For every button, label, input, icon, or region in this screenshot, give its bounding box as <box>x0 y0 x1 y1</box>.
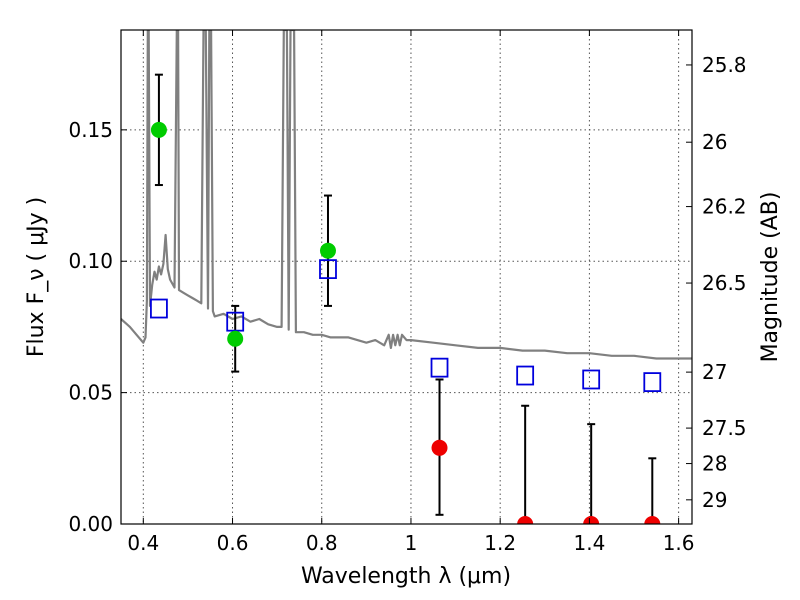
axis-ticks: 0.4 0.6 0.8 1 1.2 1.4 1.6 0.00 0.05 0.10 0.15 25.8 2… <box>68 30 747 555</box>
y2-tick-label: 28 <box>702 452 727 476</box>
x-axis-label: Wavelength λ (μm) <box>301 564 511 589</box>
y2-axis-label: Magnitude (AB) <box>758 192 783 363</box>
template-spectrum-line <box>121 30 692 360</box>
y2-tick-label: 27.5 <box>702 416 747 440</box>
detection-point <box>319 242 336 259</box>
y-axis-label: Flux F_ν ( μJy ) <box>24 197 49 357</box>
y2-tick-label: 29 <box>702 488 727 512</box>
model-flux-square <box>150 298 168 319</box>
x-tick-label: 1.2 <box>484 531 516 555</box>
upper-limit-point <box>431 439 448 456</box>
y-tick-label: 0.00 <box>68 512 113 536</box>
model-flux-square <box>319 259 337 280</box>
x-tick-label: 0.6 <box>217 531 249 555</box>
y2-tick-label: 26.2 <box>702 195 747 219</box>
model-flux-square <box>643 372 662 393</box>
x-tick-label: 1.6 <box>663 531 695 555</box>
upper-limit-point <box>583 516 600 524</box>
detection-point <box>227 330 244 347</box>
x-tick-label: 0.4 <box>127 531 159 555</box>
y2-tick-label: 26.5 <box>702 271 747 295</box>
model-flux-square <box>582 369 601 390</box>
y-tick-label: 0.15 <box>68 118 113 142</box>
y2-tick-label: 25.8 <box>702 53 747 77</box>
y2-tick-label: 27 <box>702 360 727 384</box>
y-tick-label: 0.05 <box>68 381 113 405</box>
error-bars <box>154 73 657 524</box>
upper-limit-point <box>517 516 534 524</box>
data-points <box>150 121 662 524</box>
model-flux-square <box>516 365 535 386</box>
x-tick-label: 1.4 <box>573 531 605 555</box>
x-tick-label: 0.8 <box>306 531 338 555</box>
plot-frame <box>120 29 693 525</box>
y-tick-label: 0.10 <box>68 249 113 273</box>
y2-tick-label: 26 <box>702 130 727 154</box>
model-flux-square <box>430 357 449 378</box>
x-tick-label: 1 <box>405 531 418 555</box>
detection-point <box>150 121 167 138</box>
template-spectrum <box>121 30 692 360</box>
model-flux-square <box>226 311 245 332</box>
upper-limit-point <box>644 516 661 524</box>
